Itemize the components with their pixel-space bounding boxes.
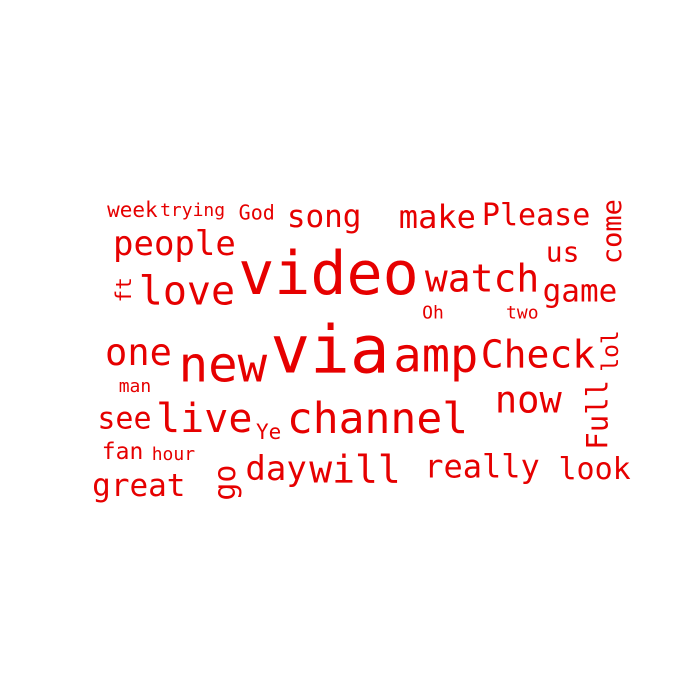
word: hour: [152, 444, 196, 465]
word: channel: [287, 394, 468, 444]
word: Full: [581, 380, 615, 450]
word: two: [506, 302, 539, 323]
word: man: [119, 376, 152, 397]
word: via: [270, 312, 389, 389]
word: look: [559, 452, 631, 487]
word: ft: [112, 277, 136, 302]
word: will: [309, 447, 401, 491]
word: live: [156, 396, 252, 442]
word: Check: [481, 332, 596, 376]
word: come: [597, 199, 628, 264]
word: Oh: [422, 303, 444, 324]
word: day: [245, 449, 306, 489]
word: see: [97, 401, 151, 436]
word: us: [546, 235, 580, 268]
word: fan: [102, 439, 144, 465]
word: watch: [425, 256, 539, 300]
word: Ye: [256, 420, 281, 444]
word: trying: [160, 200, 225, 221]
word: one: [105, 331, 172, 374]
word: new: [179, 336, 268, 393]
word: game: [543, 274, 618, 310]
word: song: [287, 199, 362, 235]
word: week: [107, 198, 158, 222]
word: make: [399, 198, 476, 236]
word: really: [424, 448, 540, 486]
word: God: [239, 200, 275, 224]
word: love: [139, 269, 235, 315]
word: amp: [393, 329, 478, 384]
word: video: [238, 239, 419, 309]
word: now: [495, 378, 563, 421]
word: go: [208, 465, 243, 501]
word: people: [113, 224, 236, 264]
word: great: [92, 468, 185, 504]
word: Please: [482, 198, 590, 233]
word: lol: [598, 330, 624, 372]
